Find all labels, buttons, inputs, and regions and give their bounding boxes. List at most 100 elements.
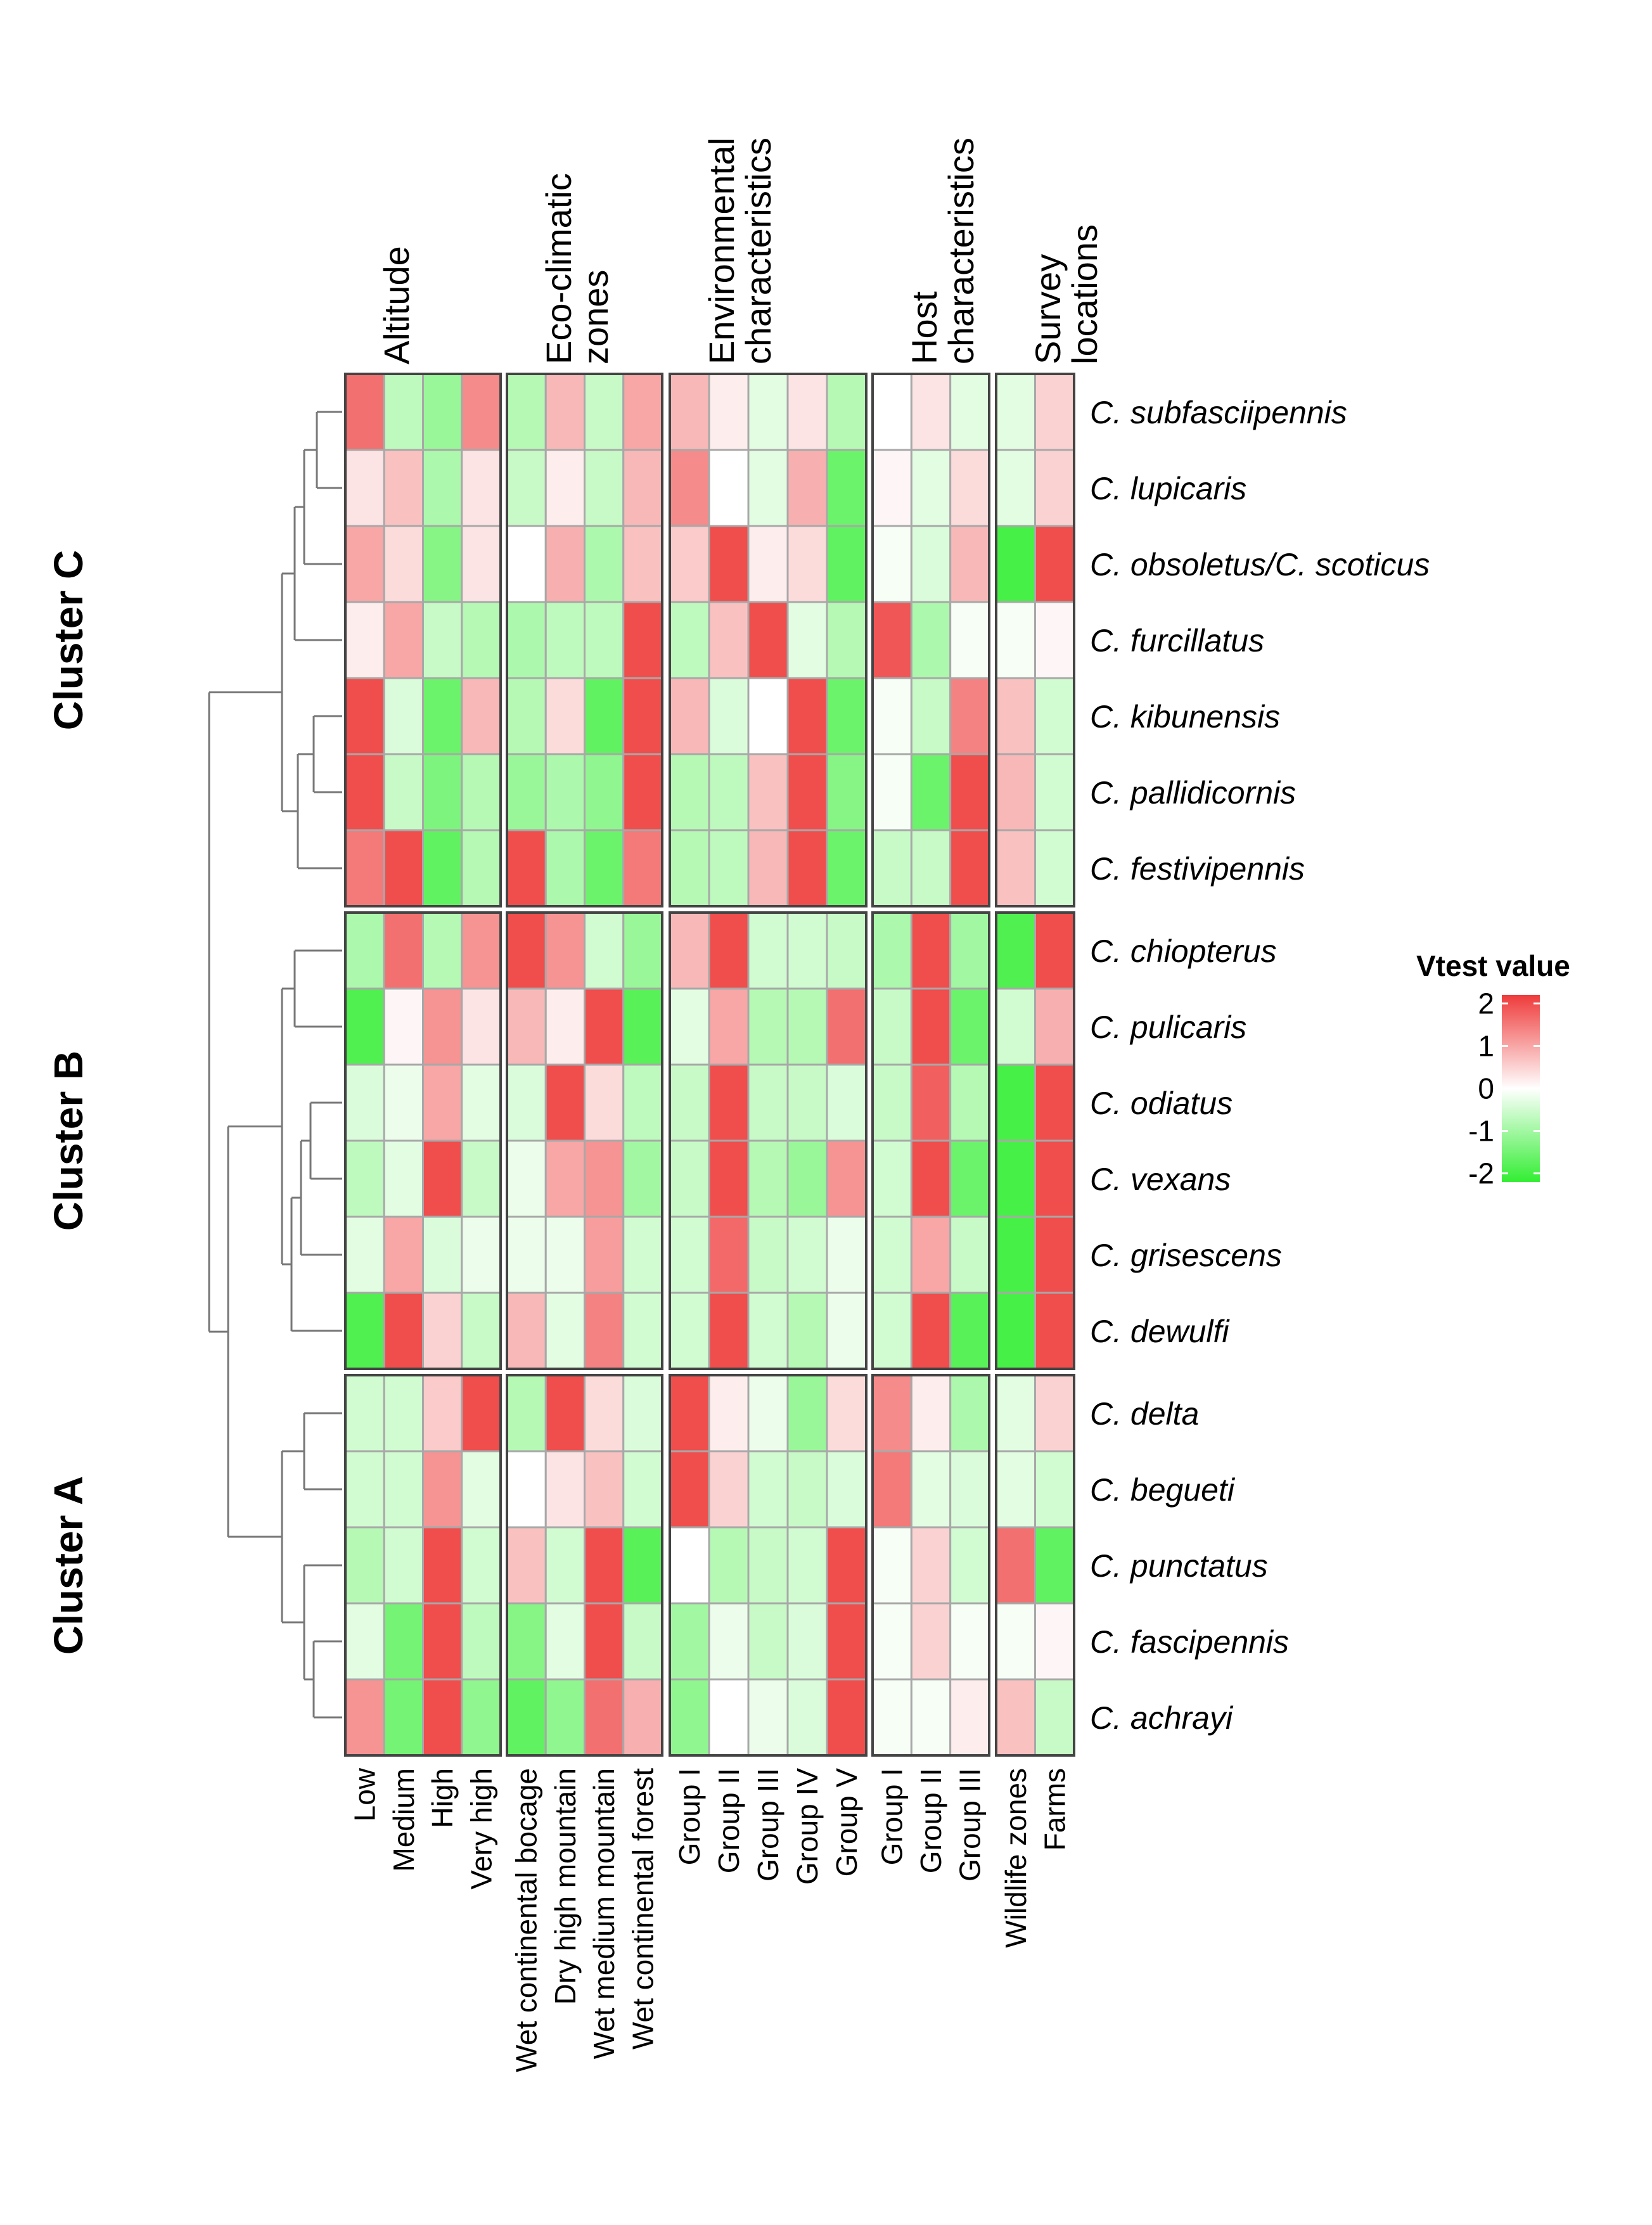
column-label: High (426, 1768, 459, 1828)
heatmap-cell (584, 449, 625, 527)
dendrogram (208, 411, 342, 1719)
heatmap-cell (344, 449, 385, 527)
heatmap-cell (422, 373, 463, 451)
block-frame (344, 1374, 502, 1757)
heatmap-cell (584, 1678, 625, 1757)
heatmap-cell (708, 1139, 750, 1218)
heatmap-cell (995, 1215, 1036, 1294)
heatmap-cell (871, 1139, 912, 1218)
heatmap-cell (747, 449, 789, 527)
heatmap-cell (622, 1374, 663, 1452)
heatmap-cell (826, 601, 868, 679)
heatmap-cell (669, 373, 710, 451)
heatmap-cell (344, 373, 385, 451)
row-label: C. dewulfi (1090, 1314, 1230, 1349)
group-title: zones (575, 270, 615, 364)
heatmap-cell (422, 677, 463, 755)
heatmap-cell (383, 1374, 424, 1452)
heatmap-cell (1034, 601, 1075, 679)
heatmap-cell (344, 753, 385, 831)
block-frame (344, 911, 502, 1370)
group-title: Environmental (701, 138, 741, 364)
heatmap-cell (383, 1602, 424, 1681)
heatmap-cell (708, 753, 750, 831)
heatmap-cell (383, 677, 424, 755)
heatmap-cell (910, 525, 952, 603)
heatmap-cell (544, 1450, 586, 1529)
heatmap-cell (506, 1292, 547, 1370)
block-frame (871, 1374, 990, 1757)
column-label: Group II (914, 1768, 947, 1873)
column-label: Very high (464, 1768, 497, 1890)
heatmap-cell (622, 1450, 663, 1529)
heatmap-cell (422, 829, 463, 907)
heatmap-cell (747, 1215, 789, 1294)
heatmap-cell (826, 1678, 868, 1757)
heatmap-cell (383, 829, 424, 907)
row-label: C. odiatus (1090, 1086, 1233, 1121)
heatmap-cell (461, 987, 502, 1066)
heatmap-cell (544, 911, 586, 990)
heatmap-cell (422, 601, 463, 679)
column-label: Group III (953, 1768, 986, 1882)
heatmap-cell (669, 1215, 710, 1294)
heatmap-cell (949, 1526, 990, 1605)
column-label: Group V (830, 1768, 863, 1877)
heatmap-cell (669, 829, 710, 907)
heatmap-cell (786, 829, 828, 907)
heatmap-cell (910, 449, 952, 527)
heatmap-cell (422, 1526, 463, 1605)
heatmap-cell (383, 1139, 424, 1218)
block-borders (344, 373, 1075, 1757)
cluster-label: Cluster C (46, 550, 91, 731)
heatmap-cell (344, 1063, 385, 1142)
heatmap-cell (708, 1602, 750, 1681)
heatmap-cell (708, 373, 750, 451)
heatmap-cell (506, 1215, 547, 1294)
heatmap-cell (871, 1602, 912, 1681)
row-label: C. furcillatus (1090, 623, 1264, 658)
heatmap-cell (949, 987, 990, 1066)
heatmap-cell (461, 1678, 502, 1757)
heatmap-cell (995, 1063, 1036, 1142)
heatmap-cell (995, 1139, 1036, 1218)
legend-tick-label: 2 (1478, 987, 1494, 1020)
heatmap-cell (622, 1678, 663, 1757)
heatmap-cell (747, 1139, 789, 1218)
group-title: Survey (1028, 254, 1068, 364)
heatmap-cell (995, 601, 1036, 679)
heatmap-cell (949, 525, 990, 603)
heatmap-cell (871, 373, 912, 451)
legend-title: Vtest value (1416, 949, 1570, 982)
heatmap-cell (461, 373, 502, 451)
row-label: C. vexans (1090, 1162, 1231, 1197)
block-frame (995, 373, 1075, 907)
heatmap-cell (871, 753, 912, 831)
heatmap-cell (826, 1139, 868, 1218)
heatmap-cell (344, 1215, 385, 1294)
heatmap-cell (826, 677, 868, 755)
heatmap-cell (544, 1602, 586, 1681)
heatmap-cell (708, 1292, 750, 1370)
heatmap-cell (461, 1063, 502, 1142)
heatmap-cell (786, 987, 828, 1066)
heatmap-cell (1034, 1139, 1075, 1218)
group-title: Altitude (376, 246, 416, 364)
heatmap-cell (786, 1292, 828, 1370)
row-label: C. subfasciipennis (1090, 395, 1347, 430)
heatmap-cell (871, 829, 912, 907)
heatmap-cell (422, 753, 463, 831)
heatmap-cell (344, 525, 385, 603)
heatmap-cell (747, 753, 789, 831)
block-frame (669, 1374, 868, 1757)
heatmap-cell (949, 753, 990, 831)
heatmap-cell (995, 829, 1036, 907)
heatmap-cell (995, 449, 1036, 527)
heatmap-cell (1034, 1678, 1075, 1757)
heatmap-cell (871, 525, 912, 603)
heatmap-cell (786, 1374, 828, 1452)
heatmap-cell (826, 829, 868, 907)
heatmap-cell (544, 753, 586, 831)
heatmap-cell (747, 987, 789, 1066)
heatmap-cell (383, 1215, 424, 1294)
